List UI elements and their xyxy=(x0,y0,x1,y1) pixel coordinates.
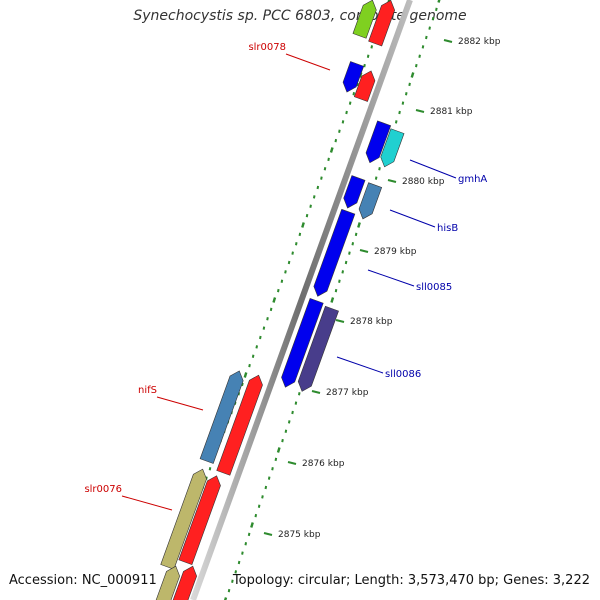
gene-arrow xyxy=(172,565,197,600)
gene-arrow xyxy=(216,374,263,476)
gene-arrow xyxy=(313,208,356,297)
gene-label-reverse: sll0086 xyxy=(385,369,421,380)
genome-backbone xyxy=(190,0,413,600)
tick-rail-right xyxy=(223,0,441,600)
scale-label: 2878 kbp xyxy=(350,317,393,327)
gene-arrow xyxy=(297,305,339,392)
gene-arrow xyxy=(281,297,324,388)
gene-arrow xyxy=(358,182,383,220)
gene-arrow xyxy=(155,565,180,600)
scale-label: 2877 kbp xyxy=(326,388,369,398)
scale-label: 2879 kbp xyxy=(374,247,417,257)
gene-arrow xyxy=(160,468,207,570)
scale-label: 2880 kbp xyxy=(402,177,445,187)
scale-label: 2875 kbp xyxy=(278,530,321,540)
gene-arrow xyxy=(352,0,377,39)
accession-text: Accession: NC_000911 xyxy=(9,573,157,588)
topology-text: Topology: circular; Length: 3,573,470 bp… xyxy=(232,573,590,588)
scale-label: 2882 kbp xyxy=(458,37,501,47)
gene-label-reverse: hisB xyxy=(437,223,458,234)
gene-label-reverse: gmhA xyxy=(458,174,487,185)
gene-arrow xyxy=(353,70,376,102)
gene-label-forward: slr0076 xyxy=(84,484,122,495)
gene-arrow xyxy=(368,0,396,47)
scale-label: 2881 kbp xyxy=(430,107,473,117)
gene-arrow xyxy=(199,370,244,464)
gene-arrow xyxy=(343,175,366,209)
gene-arrow xyxy=(178,475,221,566)
gene-arrow xyxy=(365,120,392,164)
gene-arrow xyxy=(380,128,405,168)
gene-label-forward: slr0078 xyxy=(248,42,286,53)
gene-label-reverse: sll0085 xyxy=(416,282,452,293)
gene-arrow xyxy=(342,61,365,93)
scale-label: 2876 kbp xyxy=(302,459,345,469)
gene-label-forward: nifS xyxy=(138,385,157,396)
